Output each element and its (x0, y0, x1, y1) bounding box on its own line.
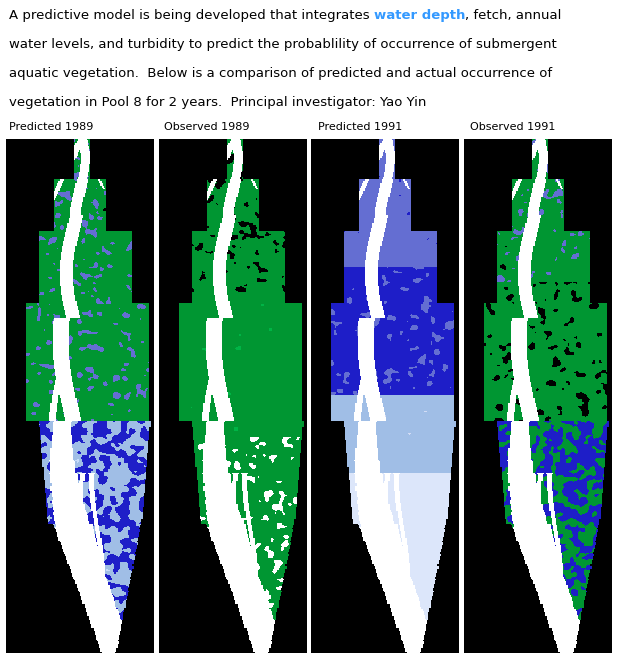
Text: Observed 1991: Observed 1991 (470, 123, 555, 133)
Text: A predictive model is being developed that integrates: A predictive model is being developed th… (9, 9, 374, 22)
Text: aquatic vegetation.  Below is a comparison of predicted and actual occurrence of: aquatic vegetation. Below is a compariso… (9, 67, 552, 81)
Text: , fetch, annual: , fetch, annual (465, 9, 562, 22)
Text: Predicted 1989: Predicted 1989 (9, 123, 94, 133)
Text: Predicted 1991: Predicted 1991 (318, 123, 402, 133)
Text: water depth: water depth (374, 9, 465, 22)
Text: Observed 1989: Observed 1989 (164, 123, 249, 133)
Text: water levels, and turbidity to predict the probablility of occurrence of submerg: water levels, and turbidity to predict t… (9, 38, 557, 51)
Text: vegetation in Pool 8 for 2 years.  Principal investigator: Yao Yin: vegetation in Pool 8 for 2 years. Princi… (9, 96, 426, 110)
